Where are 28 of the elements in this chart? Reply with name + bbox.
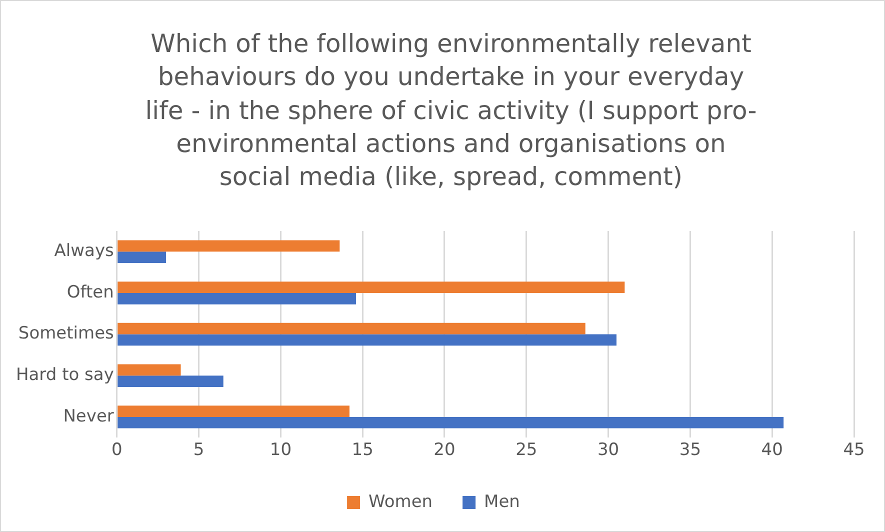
chart-title: Which of the following environmentally relevant behaviours do you undertake in your everyday life - in the sphere of civic activity (I support pro-environmental actions and organisations on social media (like, spread, comment)	[144, 28, 758, 193]
bar	[118, 406, 350, 417]
y-tick-label: Often	[66, 282, 114, 302]
y-tick-label: Always	[54, 241, 114, 262]
x-tick-label: 35	[679, 440, 702, 460]
x-tick-label: 30	[597, 440, 620, 460]
legend-label: Men	[484, 492, 520, 512]
bar	[118, 252, 166, 264]
y-tick-label: Never	[63, 406, 114, 426]
bar	[118, 334, 616, 346]
bar	[118, 376, 224, 387]
legend-label: Women	[368, 492, 433, 512]
bar	[118, 364, 181, 376]
x-tick-label: 5	[193, 440, 204, 460]
bar	[118, 322, 586, 334]
x-tick-label: 40	[761, 440, 783, 460]
x-tick-label: 45	[843, 440, 865, 460]
y-tick-label: Hard to say	[16, 365, 114, 386]
y-tick-label: Sometimes	[18, 324, 114, 344]
bar	[118, 282, 625, 293]
bar	[118, 416, 784, 428]
x-tick-label: 20	[434, 440, 456, 460]
bar	[118, 292, 356, 304]
x-tick-label: 15	[352, 440, 374, 460]
x-tick-label: 25	[516, 440, 538, 460]
x-tick-label: 0	[111, 440, 122, 460]
bar	[118, 240, 340, 252]
x-tick-label: 10	[270, 440, 292, 460]
